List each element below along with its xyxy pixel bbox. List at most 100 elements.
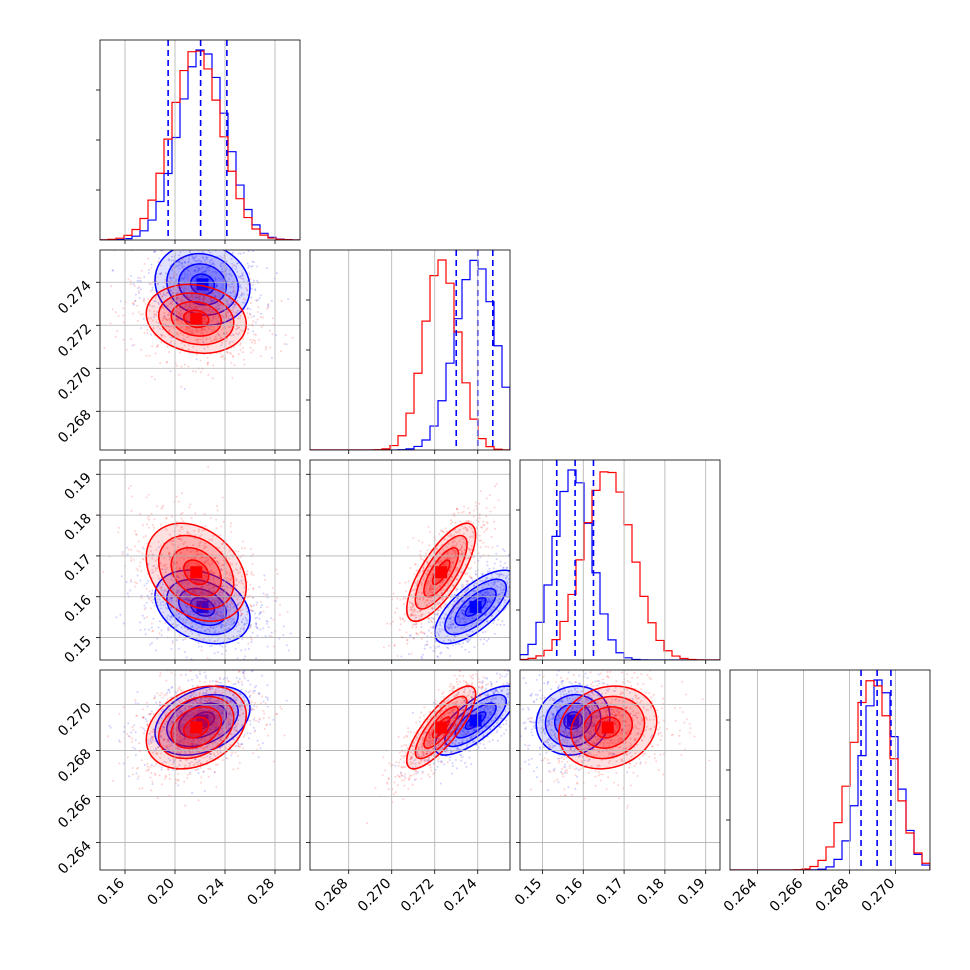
scatter-point xyxy=(193,590,196,593)
scatter-point xyxy=(217,561,220,564)
scatter-point xyxy=(189,751,192,754)
scatter-point xyxy=(211,220,213,222)
scatter-point xyxy=(147,493,150,496)
scatter-point xyxy=(255,625,258,628)
scatter-point xyxy=(494,572,497,575)
scatter-point xyxy=(143,275,146,278)
scatter-point xyxy=(455,544,458,547)
scatter-point xyxy=(483,583,486,586)
scatter-point xyxy=(208,266,211,269)
scatter-point xyxy=(245,573,248,576)
scatter-point xyxy=(222,585,225,588)
scatter-point xyxy=(481,593,484,596)
scatter-point xyxy=(252,260,255,263)
scatter-point xyxy=(444,628,447,631)
scatter-point xyxy=(162,564,165,567)
scatter-point xyxy=(465,520,468,523)
scatter-point xyxy=(452,584,455,587)
scatter-point xyxy=(232,289,235,292)
scatter-point xyxy=(228,613,231,616)
scatter-point xyxy=(452,623,455,626)
scatter-point xyxy=(196,338,199,341)
scatter-point xyxy=(216,300,219,303)
scatter-point xyxy=(137,291,140,294)
scatter-point xyxy=(489,607,492,610)
scatter-point xyxy=(209,308,212,311)
scatter-point xyxy=(192,587,195,590)
scatter-point xyxy=(428,588,431,591)
scatter-point xyxy=(214,276,217,279)
scatter-point xyxy=(171,543,174,546)
scatter-point xyxy=(228,623,231,626)
scatter-point xyxy=(168,259,171,262)
scatter-point xyxy=(170,616,173,619)
scatter-point xyxy=(147,628,150,631)
scatter-point xyxy=(153,310,156,313)
scatter-point xyxy=(134,300,137,303)
scatter-point xyxy=(478,594,481,597)
scatter-point xyxy=(459,547,462,550)
scatter-point xyxy=(181,347,184,350)
scatter-point xyxy=(213,292,216,295)
scatter-point xyxy=(187,344,190,347)
scatter-point xyxy=(477,619,480,622)
scatter-point xyxy=(179,277,182,280)
scatter-point xyxy=(215,286,218,289)
scatter-point xyxy=(224,723,227,726)
scatter-point xyxy=(163,577,166,580)
scatter-point xyxy=(208,630,211,633)
scatter-point xyxy=(208,590,211,593)
scatter-point xyxy=(179,351,182,354)
scatter-point xyxy=(493,562,496,565)
scatter-point xyxy=(210,263,213,266)
scatter-point xyxy=(217,607,220,610)
scatter-point xyxy=(187,327,190,330)
peak-red xyxy=(190,312,203,325)
scatter-point xyxy=(283,343,286,346)
scatter-point xyxy=(447,534,450,537)
scatter-point xyxy=(213,721,216,724)
scatter-point xyxy=(234,328,237,331)
scatter-point xyxy=(211,599,214,602)
scatter-point xyxy=(213,771,216,774)
scatter-point xyxy=(554,546,556,548)
scatter-point xyxy=(198,267,201,270)
scatter-point xyxy=(193,256,196,259)
scatter-point xyxy=(240,614,243,617)
scatter-point xyxy=(204,692,207,695)
scatter-point xyxy=(216,614,219,617)
scatter-point xyxy=(247,266,250,269)
scatter-point xyxy=(198,305,201,308)
scatter-point xyxy=(492,593,495,596)
scatter-point xyxy=(254,617,257,620)
scatter-point xyxy=(439,606,442,609)
grid-lines xyxy=(757,670,896,870)
scatter-point xyxy=(203,296,206,299)
scatter-point xyxy=(437,609,440,612)
scatter-point xyxy=(197,611,200,614)
scatter-point xyxy=(205,338,208,341)
scatter-point xyxy=(201,247,203,249)
scatter-point xyxy=(164,602,167,605)
scatter-point xyxy=(156,567,159,570)
scatter-point xyxy=(244,623,247,626)
scatter-point xyxy=(168,598,171,601)
scatter-point xyxy=(399,618,402,621)
scatter-point xyxy=(285,644,288,647)
scatter-point xyxy=(434,603,437,606)
scatter-point xyxy=(431,591,434,594)
scatter-point xyxy=(243,670,246,672)
scatter-point xyxy=(450,552,453,555)
scatter-point xyxy=(467,557,470,560)
scatter-point xyxy=(208,538,211,541)
scatter-point xyxy=(216,700,219,703)
scatter-point xyxy=(140,269,143,272)
scatter-point xyxy=(396,607,399,610)
scatter-point xyxy=(454,549,457,552)
histogram-0 xyxy=(100,40,300,240)
scatter-point xyxy=(193,589,196,592)
scatter-point xyxy=(166,591,169,594)
scatter-point xyxy=(161,710,164,713)
scatter-point xyxy=(460,571,463,574)
scatter-point xyxy=(176,574,179,577)
